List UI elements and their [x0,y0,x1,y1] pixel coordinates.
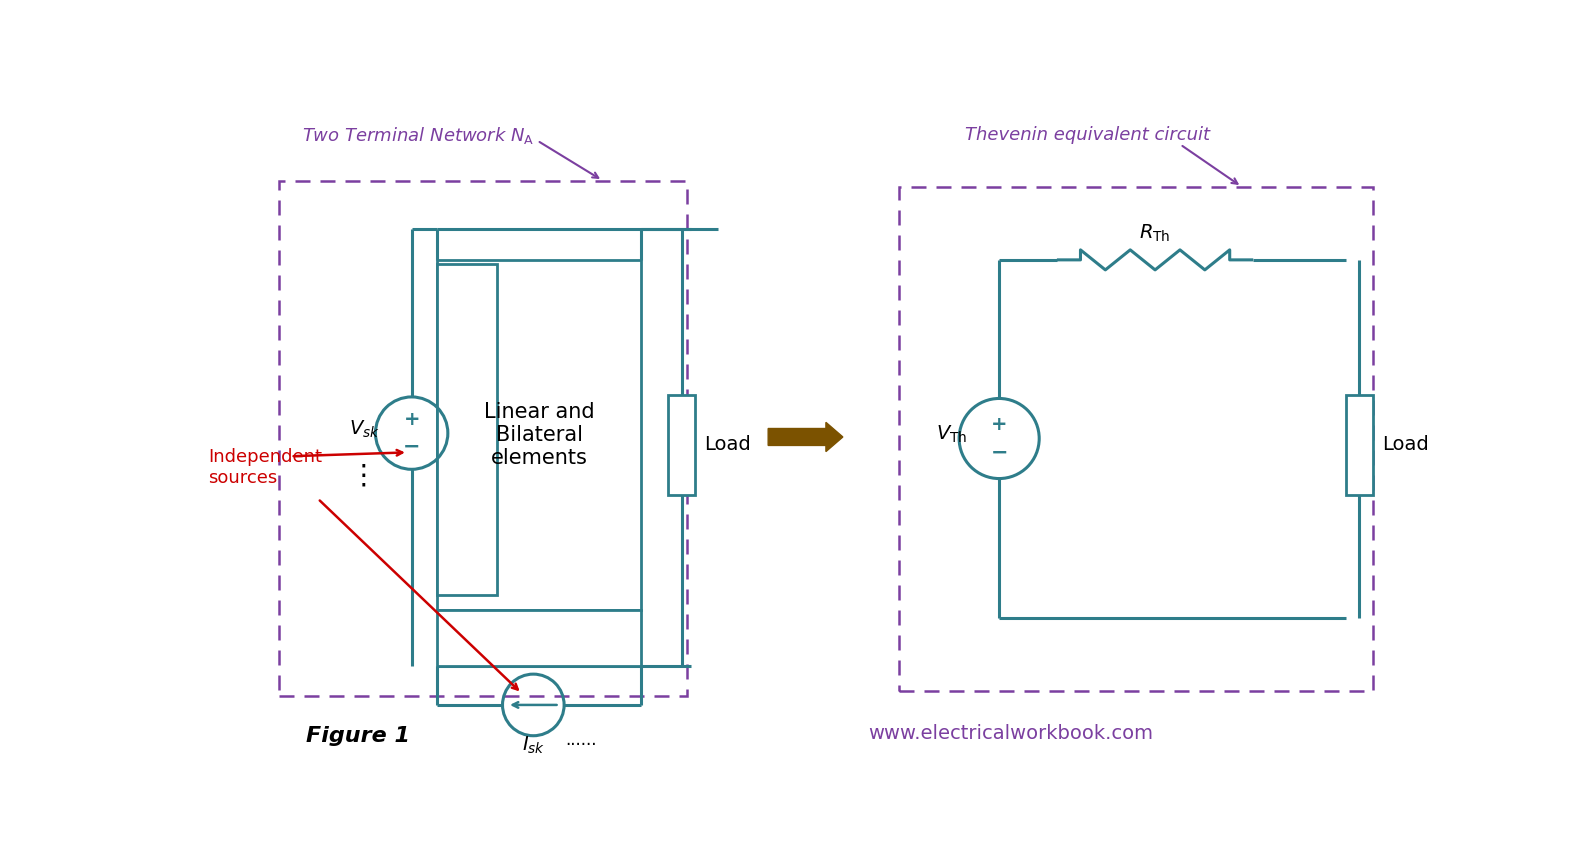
Text: +: + [403,410,420,429]
Text: Thevenin equivalent circuit: Thevenin equivalent circuit [966,126,1210,144]
Text: $V_{\mathrm{Th}}$: $V_{\mathrm{Th}}$ [936,424,967,445]
Bar [899,186,1372,691]
Text: $R_{\mathrm{Th}}$: $R_{\mathrm{Th}}$ [1139,223,1170,243]
Bar [279,180,687,696]
Text: $I_{sk}$: $I_{sk}$ [522,734,546,756]
Bar [1345,394,1372,494]
Bar [438,264,496,595]
Text: www.electricalworkbook.com: www.electricalworkbook.com [868,724,1153,743]
Text: −: − [990,443,1009,463]
Text: +: + [991,415,1007,434]
Text: Linear and
Bilateral
elements: Linear and Bilateral elements [484,402,595,469]
Text: Figure 1: Figure 1 [306,726,411,746]
Text: −: − [403,437,420,457]
FancyArrow shape [768,422,842,451]
Text: Load: Load [1381,435,1429,454]
Text: Load: Load [704,435,752,454]
Bar [438,260,641,610]
Text: Two Terminal Network $N_{\mathrm{A}}$: Two Terminal Network $N_{\mathrm{A}}$ [301,124,534,146]
Text: Independent
sources: Independent sources [208,449,322,488]
Bar [668,394,695,494]
Text: $V_{sk}$: $V_{sk}$ [349,419,379,440]
Text: ⋮: ⋮ [351,462,377,489]
Text: ······: ······ [566,736,598,754]
Bar [438,610,641,666]
